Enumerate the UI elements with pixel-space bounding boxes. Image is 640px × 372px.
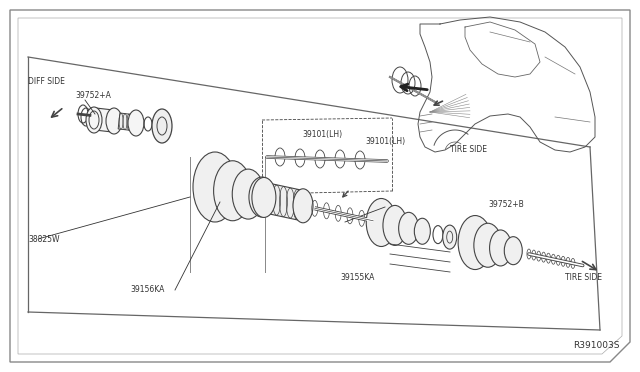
Ellipse shape <box>152 109 172 143</box>
Text: 39156KA: 39156KA <box>130 285 164 294</box>
Text: 38825W: 38825W <box>28 235 60 244</box>
Ellipse shape <box>399 212 419 244</box>
Ellipse shape <box>214 161 252 221</box>
Text: TIRE SIDE: TIRE SIDE <box>450 145 487 154</box>
Text: DIFF SIDE: DIFF SIDE <box>28 77 65 86</box>
Polygon shape <box>10 10 630 362</box>
Text: R391003S: R391003S <box>573 341 620 350</box>
Ellipse shape <box>252 177 276 218</box>
Polygon shape <box>18 18 622 354</box>
Polygon shape <box>260 183 306 221</box>
Text: 39155KA: 39155KA <box>340 273 374 282</box>
Text: 39101(LH): 39101(LH) <box>365 137 405 146</box>
Ellipse shape <box>504 237 522 264</box>
Text: TIRE SIDE: TIRE SIDE <box>565 273 602 282</box>
Ellipse shape <box>383 205 407 246</box>
Text: 39101(LH): 39101(LH) <box>302 130 342 139</box>
Ellipse shape <box>414 218 430 244</box>
Text: 39752+B: 39752+B <box>488 200 524 209</box>
Ellipse shape <box>458 215 492 270</box>
Ellipse shape <box>128 110 144 136</box>
Ellipse shape <box>474 223 502 267</box>
Ellipse shape <box>293 189 313 223</box>
Ellipse shape <box>366 199 396 247</box>
Ellipse shape <box>249 177 275 217</box>
Polygon shape <box>118 113 138 131</box>
Ellipse shape <box>232 169 264 219</box>
Ellipse shape <box>86 107 102 133</box>
Ellipse shape <box>106 108 122 134</box>
Polygon shape <box>93 108 115 132</box>
Text: 39752+A: 39752+A <box>75 91 111 100</box>
Ellipse shape <box>490 230 511 266</box>
Ellipse shape <box>193 152 237 222</box>
Ellipse shape <box>443 225 457 249</box>
